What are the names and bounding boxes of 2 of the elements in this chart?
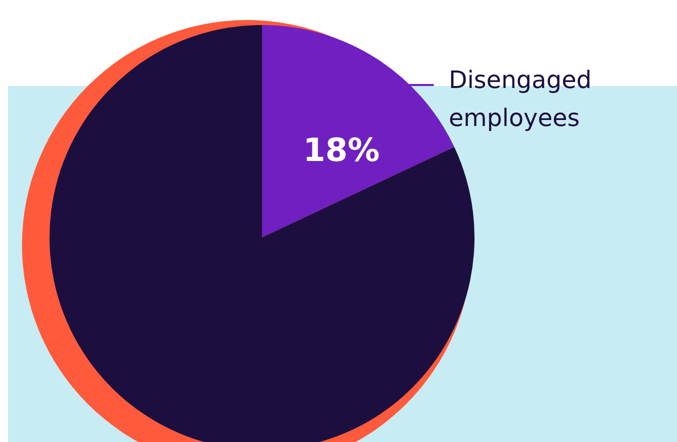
data-label: 18% <box>303 131 380 170</box>
slice-label: Disengaged employees <box>448 66 592 132</box>
